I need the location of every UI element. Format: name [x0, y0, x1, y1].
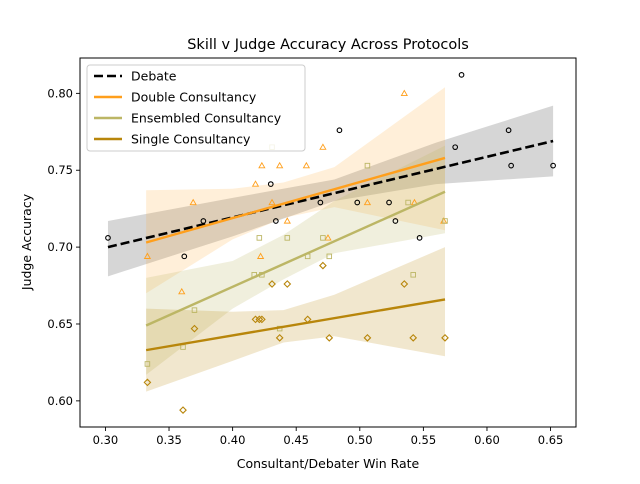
- y-tick-label: 0.60: [47, 394, 73, 408]
- y-tick-label: 0.70: [47, 240, 73, 254]
- double-consultancy-point: [324, 234, 332, 241]
- ensembled-consultancy-point: [405, 199, 411, 206]
- single-consultancy-point: [143, 378, 152, 387]
- ensembled-consultancy-confidence-band: [146, 145, 446, 375]
- ensembled-consultancy-point: [256, 235, 263, 241]
- ensembled-consultancy-point: [410, 272, 416, 278]
- double-consultancy-fit-line: [145, 156, 446, 244]
- ensembled-consultancy-point: [364, 162, 371, 169]
- double-consultancy-point: [256, 252, 265, 259]
- double-consultancy-point: [178, 287, 186, 295]
- single-consultancy-point: [190, 324, 199, 333]
- debate-point: [317, 199, 324, 206]
- chart-title: Skill v Judge Accuracy Across Protocols: [187, 37, 469, 53]
- ensembled-consultancy-fit-line: [145, 190, 446, 327]
- debate-point: [336, 127, 343, 134]
- x-tick-label: 0.35: [156, 433, 182, 447]
- ensembled-consultancy-point: [284, 235, 291, 241]
- x-tick-label: 0.45: [283, 433, 309, 447]
- ensembled-consultancy-point: [191, 307, 198, 313]
- legend-label-single-consultancy: Single Consultancy: [131, 132, 251, 147]
- ensembled-consultancy-point: [442, 218, 448, 224]
- double-consultancy-point: [189, 198, 197, 206]
- debate-point: [105, 235, 111, 241]
- double-consultancy-point: [400, 89, 408, 96]
- ensembled-consultancy-point: [320, 235, 326, 241]
- single-consultancy-point: [283, 280, 292, 288]
- single-consultancy-point: [268, 280, 276, 288]
- debate-point: [458, 72, 465, 78]
- x-tick-label: 0.55: [411, 433, 437, 447]
- single-consultancy-point: [319, 261, 327, 270]
- legend-label-ensembled-consultancy: Ensembled Consultancy: [131, 111, 282, 126]
- x-tick-label: 0.30: [93, 433, 119, 447]
- legend-label-double-consultancy: Double Consultancy: [131, 90, 257, 105]
- ensembled-consultancy-point: [326, 253, 333, 260]
- single-consultancy-point: [363, 333, 372, 342]
- legend-box: [86, 64, 306, 152]
- y-axis-label: Judge Accuracy: [19, 193, 34, 291]
- debate-point: [550, 162, 556, 169]
- double-consultancy-point: [276, 161, 284, 169]
- x-tick-label: 0.40: [220, 433, 246, 447]
- debate-point: [508, 162, 514, 169]
- plot-frame: [79, 57, 577, 428]
- debate-fit-line: [107, 139, 554, 249]
- debate-point: [452, 144, 459, 151]
- single-consultancy-point: [275, 333, 284, 342]
- y-tick-label: 0.80: [47, 86, 73, 100]
- debate-point: [181, 253, 188, 260]
- legend-label-debate: Debate: [131, 69, 177, 84]
- debate-point: [392, 218, 399, 224]
- debate-point: [386, 199, 392, 206]
- x-tick-label: 0.50: [347, 433, 373, 447]
- debate-point: [505, 127, 512, 134]
- x-tick-label: 0.65: [538, 433, 564, 447]
- x-tick-label: 0.60: [474, 433, 500, 447]
- single-consultancy-point: [325, 333, 334, 342]
- double-consultancy-point: [302, 161, 311, 169]
- single-consultancy-fit-line: [145, 298, 446, 352]
- single-consultancy-point: [255, 315, 264, 324]
- double-consultancy-point: [283, 217, 291, 224]
- x-axis-label: Consultant/Debater Win Rate: [237, 456, 420, 471]
- y-tick-label: 0.75: [47, 163, 73, 177]
- single-consultancy-point: [257, 315, 266, 324]
- legend: Debate Double Consultancy Ensembled Consul…: [86, 64, 306, 152]
- ensembled-consultancy-point: [144, 361, 151, 367]
- debate-point: [416, 235, 423, 241]
- single-consultancy-point: [179, 406, 187, 414]
- double-consultancy-point: [258, 161, 266, 169]
- double-consultancy-point: [319, 143, 327, 150]
- double-consultancy-confidence-band: [146, 87, 446, 294]
- double-consultancy-point: [268, 198, 276, 206]
- single-consultancy-confidence-band: [146, 247, 446, 392]
- debate-point: [267, 181, 274, 187]
- single-consultancy-point: [441, 333, 449, 342]
- double-consultancy-point: [251, 180, 260, 187]
- debate-point: [354, 199, 361, 206]
- double-consultancy-point: [363, 198, 372, 206]
- y-tick-label: 0.65: [47, 317, 73, 331]
- single-consultancy-point: [409, 333, 418, 342]
- double-consultancy-point: [143, 252, 152, 259]
- debate-point: [273, 218, 279, 224]
- single-consultancy-point: [400, 280, 409, 288]
